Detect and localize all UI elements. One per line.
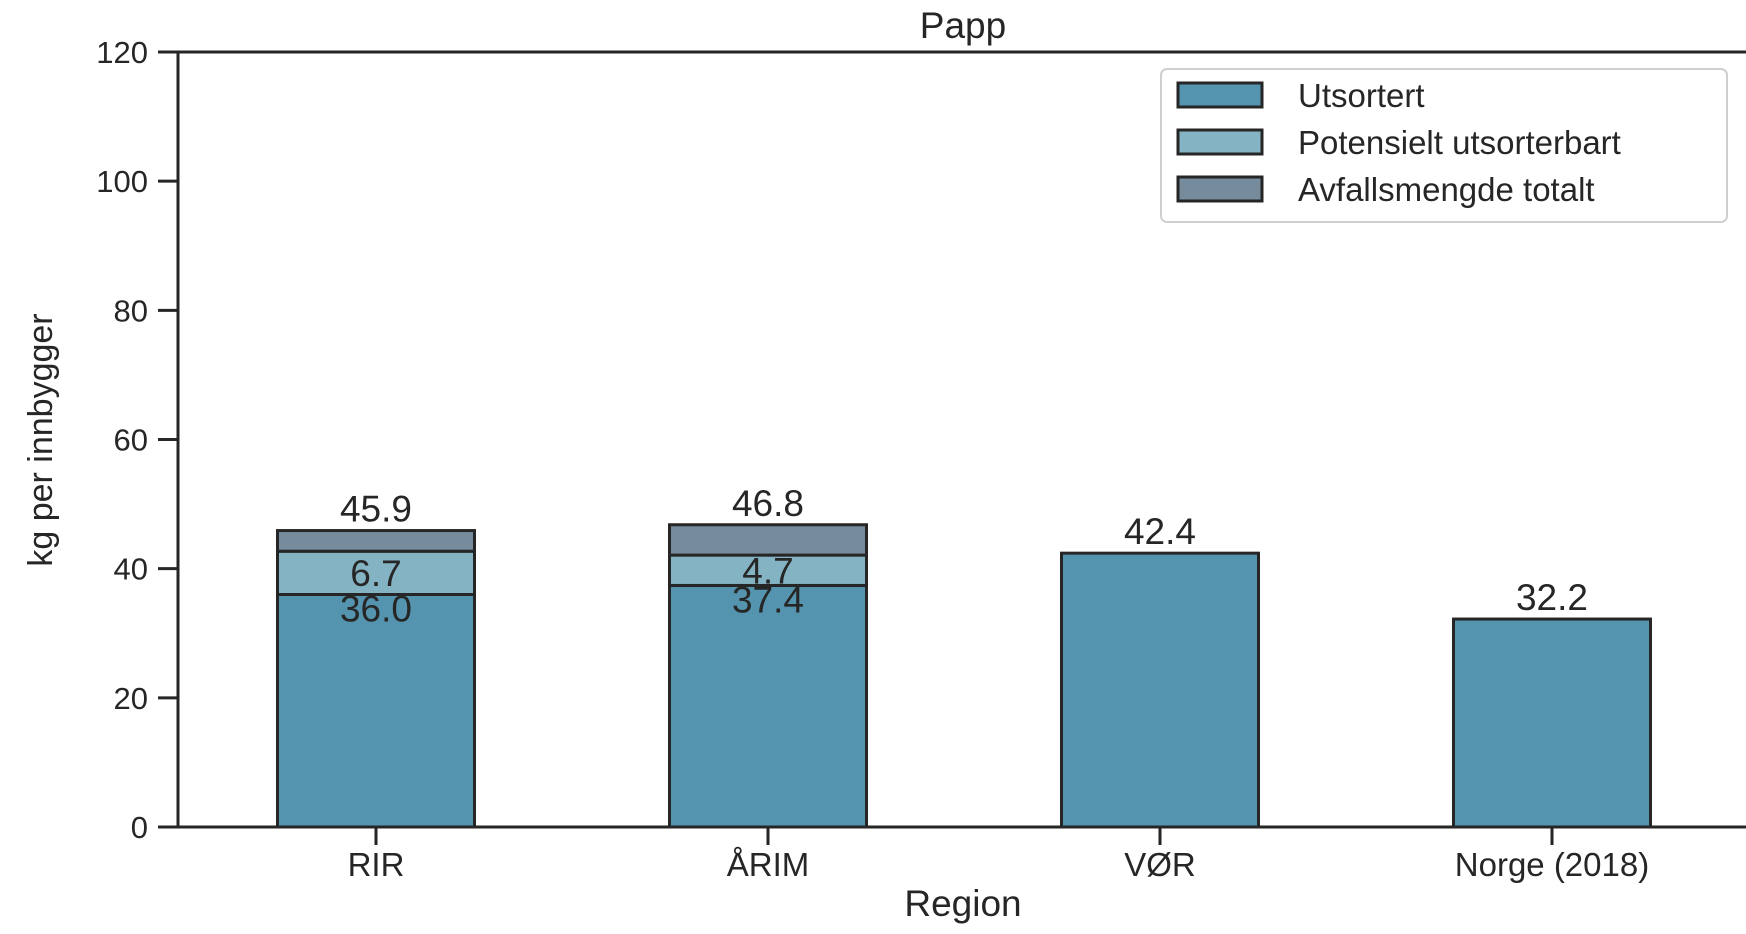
data-label-rim-utsortert: 37.4 bbox=[732, 579, 804, 620]
y-tick-label-40: 40 bbox=[114, 552, 148, 587]
y-tick-label-120: 120 bbox=[96, 35, 148, 70]
data-label-rir-avfallsmengde-totalt: 45.9 bbox=[340, 489, 412, 530]
y-tick-label-0: 0 bbox=[131, 810, 148, 845]
y-tick-label-80: 80 bbox=[114, 293, 148, 328]
data-label-rim-potensielt-utsorterbart: 4.7 bbox=[742, 550, 793, 591]
axes-layer: 0 20 40 60 80 100 120 RIR ÅRIM VØR Norge (2018) bbox=[96, 35, 1746, 883]
x-axis-label: Region bbox=[904, 883, 1021, 924]
legend-swatch-avfallsmengde-totalt bbox=[1176, 175, 1264, 203]
x-tick-label-v-r: VØR bbox=[1124, 846, 1196, 883]
legend: Utsortert Potensielt utsorterbart Avfallsm… bbox=[1160, 68, 1728, 223]
legend-frame bbox=[1160, 68, 1728, 223]
data-label-v-r-utsortert: 42.4 bbox=[1124, 511, 1196, 552]
bar-rim-avfallsmengde-totalt bbox=[668, 523, 868, 557]
bar-norge-2018-utsortert bbox=[1452, 617, 1652, 829]
bar-rir-avfallsmengde-totalt bbox=[276, 529, 476, 553]
x-tick-label-norge-2018: Norge (2018) bbox=[1455, 846, 1649, 883]
data-labels-layer: 36.06.7 45.9 37.44.7 46.8 42.4 32.2 bbox=[340, 483, 1588, 630]
bar-rir-potensielt-utsorterbart bbox=[276, 549, 476, 597]
y-tick-label-60: 60 bbox=[114, 423, 148, 458]
y-tick-label-100: 100 bbox=[96, 164, 148, 199]
x-tick-label-rir: RIR bbox=[348, 846, 405, 883]
legend-label-avfallsmengde-totalt: Avfallsmengde totalt bbox=[1298, 171, 1595, 208]
legend-swatch-utsortert bbox=[1176, 81, 1264, 109]
data-label-norge-2018-utsortert: 32.2 bbox=[1516, 577, 1588, 618]
legend-label-utsortert: Utsortert bbox=[1298, 77, 1425, 114]
legend-swatch-potensielt-utsorterbart bbox=[1176, 128, 1264, 156]
legend-label-potensielt-utsorterbart: Potensielt utsorterbart bbox=[1298, 124, 1621, 161]
bar-v-r-utsortert bbox=[1060, 551, 1260, 829]
y-tick-label-20: 20 bbox=[114, 681, 148, 716]
bar-rir-utsortert bbox=[276, 593, 476, 829]
data-label-rim-avfallsmengde-totalt: 46.8 bbox=[732, 483, 804, 524]
data-label-rir-potensielt-utsorterbart: 6.7 bbox=[350, 553, 401, 594]
y-axis-label: kg per innbygger bbox=[22, 313, 60, 566]
chart-title: Papp bbox=[920, 5, 1006, 46]
bar-rim-utsortert bbox=[668, 583, 868, 829]
bars-layer bbox=[276, 523, 1652, 829]
x-tick-label-rim: ÅRIM bbox=[727, 846, 810, 883]
data-label-rir-utsortert: 36.0 bbox=[340, 589, 412, 630]
